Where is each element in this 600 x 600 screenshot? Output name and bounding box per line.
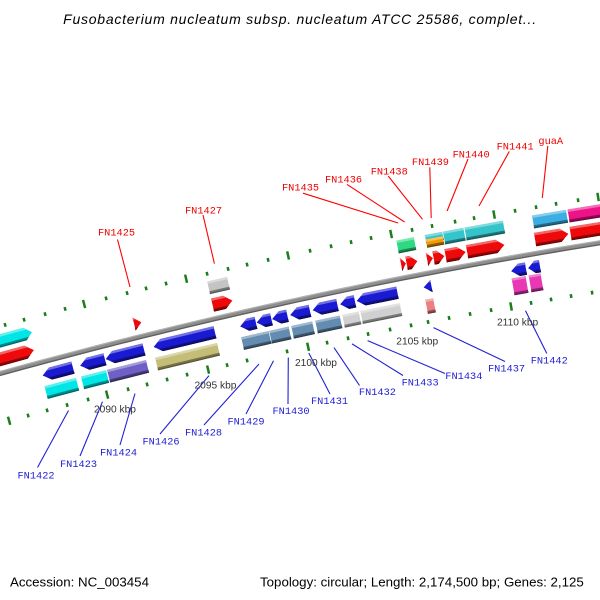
svg-text:2095 kbp: 2095 kbp xyxy=(195,381,237,392)
svg-text:FN1441: FN1441 xyxy=(497,142,534,154)
svg-text:Accession: NC_003454: Accession: NC_003454 xyxy=(10,575,149,590)
svg-text:FN1437: FN1437 xyxy=(488,363,525,375)
svg-text:2090 kbp: 2090 kbp xyxy=(94,405,136,416)
svg-text:FN1439: FN1439 xyxy=(412,157,449,169)
svg-text:2110 kbp: 2110 kbp xyxy=(497,318,538,329)
svg-text:Fusobacterium nucleatum subsp.: Fusobacterium nucleatum subsp. nucleatum… xyxy=(63,11,537,27)
svg-text:FN1422: FN1422 xyxy=(18,471,55,483)
svg-text:FN1424: FN1424 xyxy=(100,448,137,460)
svg-text:Topology: circular; Length: 2,: Topology: circular; Length: 2,174,500 bp… xyxy=(260,575,584,590)
svg-text:FN1442: FN1442 xyxy=(531,355,568,367)
svg-text:FN1432: FN1432 xyxy=(359,387,396,399)
svg-text:FN1430: FN1430 xyxy=(273,406,310,418)
svg-text:guaA: guaA xyxy=(538,136,564,148)
svg-text:FN1426: FN1426 xyxy=(143,437,180,449)
svg-text:2105 kbp: 2105 kbp xyxy=(396,337,438,348)
svg-text:FN1427: FN1427 xyxy=(185,206,222,218)
svg-text:FN1423: FN1423 xyxy=(60,459,97,471)
svg-text:FN1428: FN1428 xyxy=(185,428,222,440)
svg-text:FN1433: FN1433 xyxy=(402,378,439,390)
svg-text:FN1435: FN1435 xyxy=(282,183,319,195)
svg-text:FN1440: FN1440 xyxy=(453,150,490,162)
svg-text:FN1438: FN1438 xyxy=(371,167,408,179)
svg-text:FN1431: FN1431 xyxy=(311,396,348,408)
svg-text:FN1425: FN1425 xyxy=(98,228,135,240)
svg-text:FN1429: FN1429 xyxy=(228,417,265,429)
svg-text:FN1436: FN1436 xyxy=(325,174,362,186)
svg-text:2100 kbp: 2100 kbp xyxy=(295,358,337,369)
svg-text:FN1434: FN1434 xyxy=(445,371,482,383)
